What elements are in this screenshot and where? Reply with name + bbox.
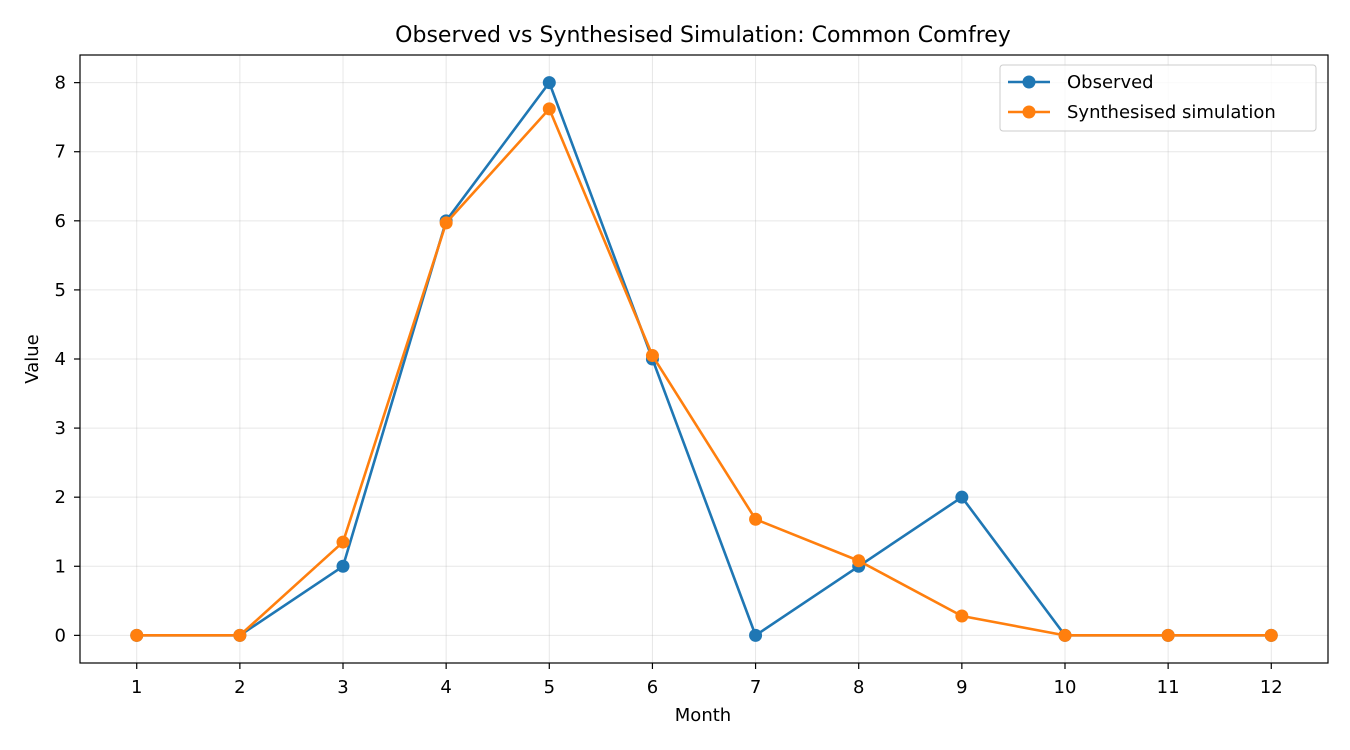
data-point [130,628,144,642]
x-tick-label: 5 [544,677,555,698]
data-point [1058,628,1072,642]
x-tick-label: 9 [956,677,967,698]
legend: Observed Synthesised simulation [999,64,1317,132]
x-tick-label: 3 [337,677,348,698]
x-tick-label: 6 [647,677,658,698]
legend-label: Observed [1067,72,1154,93]
x-tick-label: 12 [1260,677,1283,698]
series-line [136,107,1272,637]
data-point [439,216,453,230]
data-point [955,609,969,623]
series-layer [130,76,1278,642]
legend-marker [1022,105,1036,119]
data-point [336,559,350,573]
data-point [955,490,969,504]
x-tick-label: 4 [440,677,451,698]
y-tick-label: 1 [55,556,66,577]
legend-marker [1022,75,1036,89]
x-tick-label: 2 [234,677,245,698]
y-tick-label: 0 [55,625,66,646]
y-tick-label: 4 [55,349,66,370]
data-point [1161,628,1175,642]
data-point [233,628,247,642]
y-tick-label: 3 [55,418,66,439]
data-point [336,535,350,549]
x-tick-label: 11 [1157,677,1180,698]
data-point [1264,628,1278,642]
x-tick-label: 10 [1054,677,1077,698]
data-point [749,628,763,642]
y-tick-label: 2 [55,487,66,508]
data-point [749,512,763,526]
data-point [852,554,866,568]
data-point [542,76,556,90]
legend-box [999,64,1317,132]
data-point [542,102,556,116]
y-axis-label: Value [22,334,43,383]
series-synthesised-simulation [130,102,1278,642]
x-tick-label: 7 [750,677,761,698]
x-axis-label: Month [675,705,731,726]
data-point [645,349,659,363]
y-tick-label: 5 [55,280,66,301]
chart-title: Observed vs Synthesised Simulation: Comm… [395,23,1011,48]
legend-label: Synthesised simulation [1067,102,1276,123]
y-tick-label: 7 [55,142,66,163]
x-tick-label: 1 [131,677,142,698]
x-tick-label: 8 [853,677,864,698]
y-tick-label: 8 [55,73,66,94]
y-tick-label: 6 [55,211,66,232]
